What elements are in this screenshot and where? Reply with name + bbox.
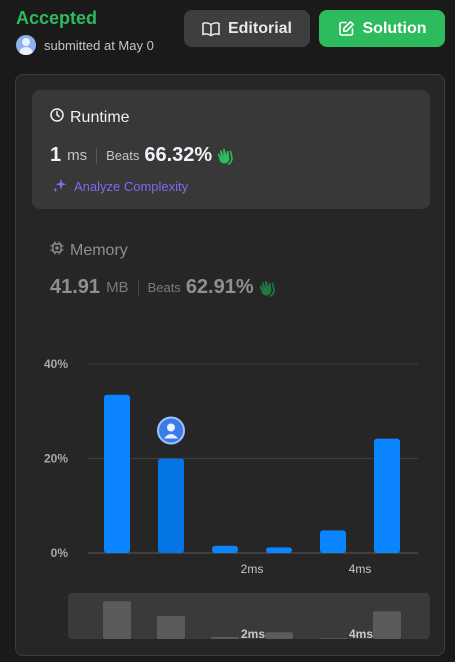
overview-tick-label: 4ms [349,627,373,641]
runtime-title: Runtime [50,108,130,127]
submitter: submitted at May 0 [16,35,168,55]
bar-selected[interactable] [158,458,184,554]
editorial-button[interactable]: Editorial [184,10,310,47]
overview-bar [373,611,401,639]
avatar-head [167,423,175,432]
overview-bar [319,638,347,639]
bar[interactable] [320,530,346,553]
runtime-card[interactable]: Runtime 1 ms Beats 66.32% Analyze Comple… [32,90,430,209]
bar[interactable] [266,547,292,553]
bar[interactable] [374,438,400,553]
overview-tick-label: 2ms [241,627,265,641]
runtime-metric: 1 ms Beats 66.32% [50,144,236,167]
memory-title-text: Memory [70,241,128,259]
analyze-label: Analyze Complexity [74,179,189,194]
y-tick-label: 0% [51,546,69,560]
overview-bar [103,601,131,639]
overview-bar [265,632,293,639]
runtime-beats-label: Beats [106,148,140,163]
user-avatar-icon[interactable] [16,35,36,55]
runtime-unit: ms [67,147,88,164]
clapping-hands-icon [216,147,236,165]
sparkle-icon [52,177,68,196]
clock-icon [50,108,64,127]
book-icon [202,21,220,37]
memory-beats-label: Beats [147,280,181,295]
memory-unit: MB [106,279,129,296]
status-accepted: Accepted [16,8,98,28]
bar[interactable] [104,394,130,553]
y-tick-label: 40% [44,357,68,371]
clapping-hands-icon [258,279,278,297]
overview-bar [157,615,185,639]
chip-icon [50,241,64,260]
divider [137,279,139,296]
memory-beats-value: 62.91% [185,276,254,298]
memory-value: 41.91 [50,276,101,298]
y-tick-label: 20% [44,452,68,466]
divider [96,147,98,164]
analyze-complexity-link[interactable]: Analyze Complexity [52,177,188,196]
runtime-title-text: Runtime [70,108,130,126]
memory-metric: 41.91 MB Beats 62.91% [50,276,278,299]
edit-icon [338,20,355,37]
editorial-label: Editorial [227,19,292,37]
memory-tab[interactable]: Memory [50,241,128,260]
submitted-text: submitted at May 0 [44,37,154,53]
x-tick-label: 4ms [349,562,372,576]
x-tick-label: 2ms [241,562,264,576]
runtime-value: 1 [50,144,62,166]
avatar-body [164,434,178,439]
overview-bar [211,636,239,639]
solution-button[interactable]: Solution [319,10,445,47]
solution-label: Solution [362,19,427,37]
bar[interactable] [212,545,238,553]
runtime-beats-value: 66.32% [144,144,213,166]
submission-detail-panel: Runtime 1 ms Beats 66.32% Analyze Comple… [15,74,445,656]
